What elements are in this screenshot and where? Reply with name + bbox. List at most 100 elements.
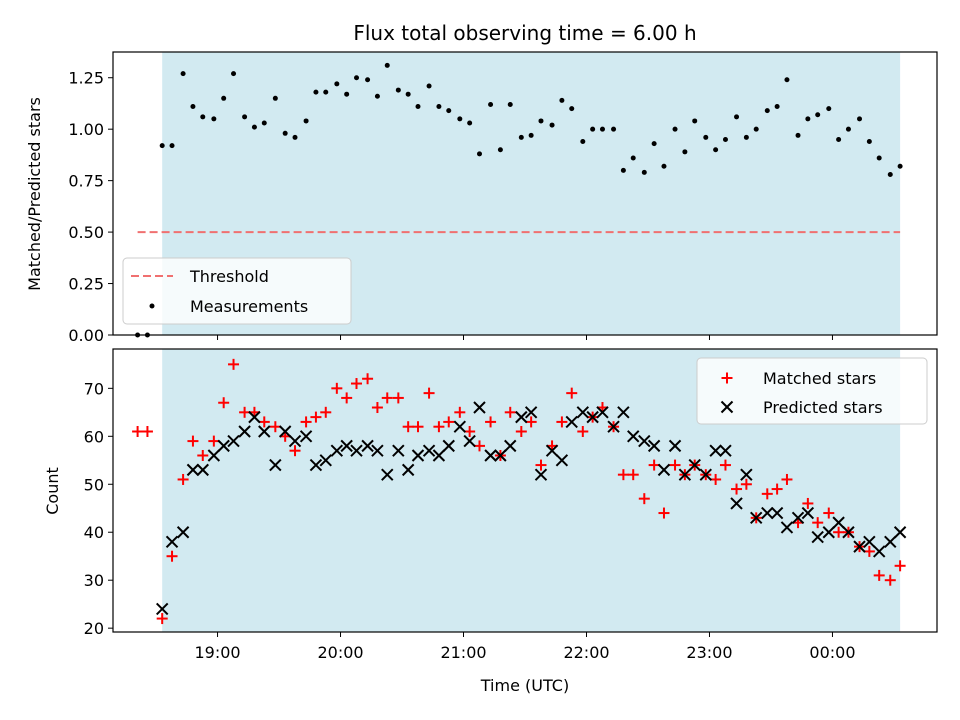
matched-point — [658, 507, 670, 519]
measurement-point — [569, 106, 575, 112]
matched-point — [556, 416, 568, 428]
predicted-point — [884, 535, 897, 549]
measurement-point — [384, 62, 390, 68]
measurement-point — [713, 147, 719, 153]
predicted-point — [494, 449, 507, 462]
predicted-point — [381, 468, 394, 481]
predicted-point — [165, 535, 179, 549]
x-tick-label: 21:00 — [440, 643, 486, 662]
measurement-point — [251, 124, 257, 130]
bottom-y-tick-label: 40 — [84, 523, 104, 542]
measurement-point — [826, 106, 832, 112]
matched-point — [771, 483, 783, 495]
bottom-y-tick-label: 20 — [84, 619, 104, 638]
legend-box — [696, 357, 928, 425]
matched-point — [351, 378, 363, 390]
measurement-point — [190, 104, 196, 110]
matched-point — [566, 387, 578, 399]
predicted-point — [504, 439, 517, 453]
predicted-point — [801, 506, 815, 520]
predicted-point — [299, 430, 313, 443]
predicted-point — [196, 463, 209, 477]
measurement-point — [641, 169, 647, 175]
predicted-point — [484, 449, 497, 462]
matched-point — [833, 526, 845, 538]
measurement-point — [323, 89, 329, 95]
matched-point — [156, 613, 168, 625]
matched-point — [812, 517, 824, 529]
predicted-point — [155, 602, 169, 616]
matched-point — [761, 488, 773, 500]
predicted-point — [186, 463, 200, 477]
matched-point — [218, 397, 230, 409]
top-y-tick-label: 0.50 — [68, 223, 104, 242]
predicted-point — [207, 449, 221, 462]
matched-point — [627, 469, 639, 481]
measurement-point — [476, 151, 482, 157]
predicted-point — [217, 439, 230, 453]
predicted-point — [657, 463, 671, 477]
predicted-point — [832, 516, 845, 529]
predicted-point — [811, 530, 824, 544]
matched-point — [289, 445, 301, 457]
predicted-point — [555, 454, 569, 467]
bottom-y-tick-label: 70 — [84, 379, 104, 398]
predicted-point — [709, 444, 722, 457]
measurement-point — [620, 167, 626, 173]
top-panel-ratio: 0.00 0.25 0.50 0.75 1.00 1.25 Threshold Measure… — [68, 51, 938, 345]
measurement-point — [211, 116, 217, 122]
predicted-point — [534, 468, 548, 481]
matched-point — [802, 497, 814, 509]
matched-point — [823, 507, 835, 519]
matched-point — [443, 416, 455, 428]
measurement-point — [374, 93, 380, 99]
predicted-point — [350, 444, 363, 457]
matched-point — [187, 435, 199, 447]
bottom-panel-counts: 20 30 40 50 60 70 19:00 20:00 21:00 22:00 23:00 00:… — [84, 348, 938, 662]
predicted-point — [473, 401, 486, 414]
measurement-point — [887, 171, 893, 177]
measurement-point — [261, 120, 267, 126]
predicted-point — [780, 521, 794, 534]
predicted-point — [761, 506, 774, 520]
measurement-point — [221, 95, 227, 101]
matched-point — [132, 426, 144, 438]
measurement-point — [457, 116, 463, 122]
measurement-point — [405, 91, 411, 97]
x-tick-label: 20:00 — [317, 643, 363, 662]
predicted-point — [401, 463, 415, 477]
measurement-point — [836, 136, 842, 142]
predicted-point — [668, 439, 682, 453]
measurement-point — [354, 75, 360, 81]
measurement-point — [599, 126, 605, 132]
chart-title: Flux total observing time = 6.00 h — [353, 21, 696, 45]
bottom-y-tick-label: 30 — [84, 571, 104, 590]
top-y-tick-label: 0.00 — [68, 326, 104, 345]
predicted-point — [596, 406, 609, 419]
matched-point — [341, 392, 353, 404]
matched-point — [617, 469, 629, 481]
predicted-point — [238, 425, 251, 438]
bottom-y-tick-label: 50 — [84, 475, 104, 494]
matched-point — [402, 421, 414, 433]
predicted-point — [688, 458, 701, 472]
matched-point — [873, 569, 885, 581]
predicted-point — [842, 526, 855, 539]
measurement-point — [365, 77, 371, 83]
matched-point — [577, 426, 589, 438]
predicted-point — [730, 497, 743, 510]
legend-threshold-label: Threshold — [189, 267, 269, 286]
predicted-point — [617, 406, 630, 419]
measurement-point — [876, 155, 882, 161]
top-y-tick-label: 0.25 — [68, 275, 104, 294]
measurement-point — [200, 114, 206, 120]
predicted-point — [515, 410, 528, 424]
measurement-point — [703, 134, 709, 140]
measurement-point — [764, 108, 770, 114]
predicted-point — [278, 425, 292, 438]
predicted-point — [853, 540, 866, 553]
legend-predicted-swatch — [720, 400, 734, 414]
measurement-point — [344, 91, 350, 97]
x-tick-label: 19:00 — [194, 643, 240, 662]
legend-measurements-label: Measurements — [190, 297, 308, 316]
